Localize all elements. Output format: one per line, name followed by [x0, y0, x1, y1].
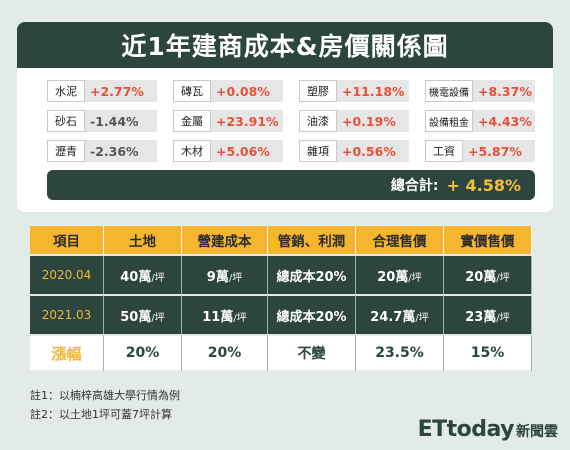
footnotes: 註1：以楠梓高雄大學行情為例 註2：以土地1坪可蓋7坪計算: [30, 386, 180, 424]
row-label: 2021.03: [30, 296, 104, 336]
table-row-change: 漲幅 20% 20% 不變 23.5% 15%: [30, 336, 532, 372]
material-item-asphalt: 瀝青 -2.36%: [47, 140, 157, 162]
material-grid: 水泥 +2.77% 磚瓦 +0.08% 塑膠 +11.18% 機電設備 +8.3…: [47, 80, 535, 162]
material-name: 瀝青: [47, 140, 85, 162]
material-name: 磚瓦: [173, 80, 211, 102]
cell-fair: 20萬/坪: [356, 256, 444, 296]
material-change: +5.87%: [463, 140, 535, 162]
cell-land: 40萬/坪: [104, 256, 182, 296]
cell-fair: 24.7萬/坪: [356, 296, 444, 336]
cell-mgmt: 不變: [268, 336, 356, 372]
unit-label: /坪: [496, 312, 510, 324]
column-header: 土地: [104, 226, 182, 256]
column-header: 項目: [30, 226, 104, 256]
material-name: 塑膠: [299, 80, 337, 102]
cell-actual: 15%: [444, 336, 532, 372]
material-change: +0.08%: [211, 80, 283, 102]
material-change: +5.06%: [211, 140, 283, 162]
unit-label: /坪: [151, 272, 165, 284]
material-name: 雜項: [299, 140, 337, 162]
material-name: 木材: [173, 140, 211, 162]
material-change: +2.77%: [85, 80, 157, 102]
cell-actual: 23萬/坪: [444, 296, 532, 336]
unit-label: /坪: [415, 312, 429, 324]
column-header: 營建成本: [182, 226, 268, 256]
material-name: 機電設備: [425, 80, 473, 102]
cell-build: 11萬/坪: [182, 296, 268, 336]
cell-land: 50萬/坪: [104, 296, 182, 336]
material-item-equipment-rent: 設備租金 +4.43%: [425, 110, 535, 132]
total-label: 總合計:: [390, 178, 439, 194]
material-item-misc: 雜項 +0.56%: [299, 140, 409, 162]
total-bar: 總合計: + 4.58%: [47, 170, 535, 200]
column-header: 管銷、利潤: [268, 226, 356, 256]
material-name: 金屬: [173, 110, 211, 132]
total-value: + 4.58%: [446, 175, 521, 195]
material-change: -2.36%: [85, 140, 157, 162]
unit-label: /坪: [228, 272, 243, 284]
logo-brand: ETtoday: [417, 417, 515, 442]
cell-actual: 20萬/坪: [444, 256, 532, 296]
material-item-wages: 工資 +5.87%: [425, 140, 535, 162]
material-change: +4.43%: [473, 110, 535, 132]
footnote: 註1：以楠梓高雄大學行情為例: [30, 389, 180, 402]
material-change: +23.91%: [211, 110, 283, 132]
comparison-table: 項目 土地 營建成本 管銷、利潤 合理售價 實價售價 2020.04 40萬/坪…: [30, 226, 532, 372]
material-name: 水泥: [47, 80, 85, 102]
material-name: 砂石: [47, 110, 85, 132]
cell-build: 9萬/坪: [182, 256, 268, 296]
table-row: 2021.03 50萬/坪 11萬/坪 總成本20% 24.7萬/坪 23萬/坪: [30, 296, 532, 336]
material-item-paint: 油漆 +0.19%: [299, 110, 409, 132]
material-name: 設備租金: [425, 110, 473, 132]
table-row: 2020.04 40萬/坪 9萬/坪 總成本20% 20萬/坪 20萬/坪: [30, 256, 532, 296]
material-change: +0.19%: [337, 110, 409, 132]
cell-land: 20%: [104, 336, 182, 372]
column-header: 實價售價: [444, 226, 532, 256]
unit-label: /坪: [496, 272, 510, 284]
unit-label: /坪: [408, 272, 422, 284]
material-change: +0.56%: [337, 140, 409, 162]
cell-mgmt: 總成本20%: [268, 256, 356, 296]
row-label: 漲幅: [30, 336, 104, 372]
cell-build: 20%: [182, 336, 268, 372]
cell-fair: 23.5%: [356, 336, 444, 372]
material-item-electrical: 機電設備 +8.37%: [425, 80, 535, 102]
material-change: +11.18%: [337, 80, 409, 102]
material-change: +8.37%: [473, 80, 535, 102]
material-item-cement: 水泥 +2.77%: [47, 80, 157, 102]
material-item-wood: 木材 +5.06%: [173, 140, 283, 162]
ettoday-logo: ETtoday 新聞雲: [418, 417, 558, 442]
material-item-plastic: 塑膠 +11.18%: [299, 80, 409, 102]
footnote: 註2：以土地1坪可蓋7坪計算: [30, 408, 172, 421]
table-header-row: 項目 土地 營建成本 管銷、利潤 合理售價 實價售價: [30, 226, 532, 256]
cost-panel: 近1年建商成本&房價關係圖 水泥 +2.77% 磚瓦 +0.08% 塑膠 +11…: [17, 22, 553, 212]
material-item-metal: 金屬 +23.91%: [173, 110, 283, 132]
unit-label: /坪: [151, 312, 165, 324]
column-header: 合理售價: [356, 226, 444, 256]
material-item-gravel: 砂石 -1.44%: [47, 110, 157, 132]
material-name: 油漆: [299, 110, 337, 132]
cell-mgmt: 總成本20%: [268, 296, 356, 336]
material-item-brick: 磚瓦 +0.08%: [173, 80, 283, 102]
page-title: 近1年建商成本&房價關係圖: [17, 22, 553, 68]
row-label: 2020.04: [30, 256, 104, 296]
material-name: 工資: [425, 140, 463, 162]
material-change: -1.44%: [85, 110, 157, 132]
logo-sub: 新聞雲: [516, 424, 558, 440]
unit-label: /坪: [233, 312, 247, 324]
